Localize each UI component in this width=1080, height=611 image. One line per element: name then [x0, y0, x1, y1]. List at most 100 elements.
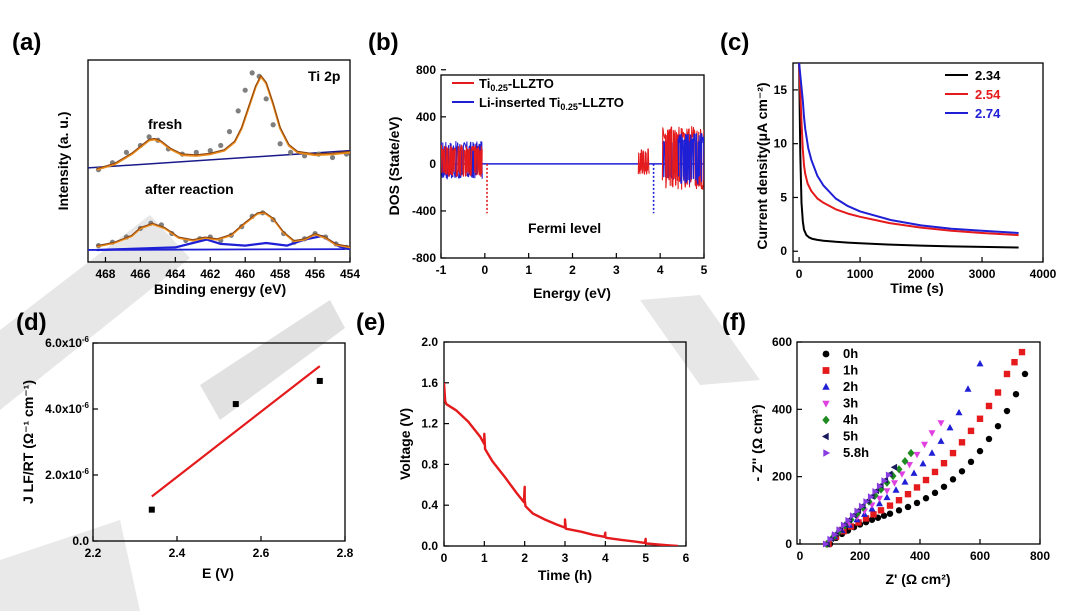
- x-tick-label: 2.8: [337, 546, 354, 560]
- panel-label: (a): [12, 29, 41, 56]
- x-axis-label: Binding energy (eV): [154, 281, 286, 297]
- plot-frame: [87, 59, 351, 263]
- data-point-1h: [1011, 359, 1018, 366]
- data-point-5.8h: [881, 477, 888, 485]
- data-point-0h: [931, 489, 939, 497]
- x-tick-label: 454: [340, 267, 360, 281]
- data-point-1h: [870, 511, 877, 518]
- x-tick-label: 456: [305, 267, 325, 281]
- y-axis-label: - Z'' (Ω cm²): [749, 405, 765, 482]
- watermark-shape: [640, 295, 760, 385]
- y-tick-label: 0.8: [421, 457, 438, 471]
- x-tick-label: 6: [683, 551, 690, 565]
- data-point-5.8h: [840, 521, 848, 529]
- y-tick-label: 0: [429, 157, 436, 171]
- data-point-0h: [880, 512, 888, 519]
- x-tick-label: 1: [525, 263, 532, 277]
- fresh-data-point: [329, 154, 336, 161]
- data-point-1h: [940, 460, 948, 467]
- x-tick-label: 400: [910, 549, 930, 563]
- panel-label: (b): [368, 29, 399, 56]
- data-point-1h: [967, 427, 975, 435]
- x-tick-label: 0: [481, 263, 488, 277]
- y-axis-label: DOS (State/eV): [386, 117, 402, 216]
- legend-marker: [822, 415, 830, 425]
- y-tick-label: 400: [416, 110, 436, 124]
- data-point-3h: [891, 480, 898, 487]
- legend-label-ti-llzto: Ti0.25-LLZTO: [479, 76, 554, 93]
- x-tick-label: 600: [970, 549, 990, 563]
- legend-marker: [822, 367, 830, 374]
- x-tick-label: 800: [1030, 549, 1050, 563]
- data-point-0h: [868, 516, 876, 523]
- data-point-0h: [886, 510, 894, 517]
- x-tick-label: 462: [200, 267, 220, 281]
- data-point-1h: [949, 449, 957, 457]
- data-point-3h: [921, 441, 928, 449]
- y-tick-label: 800: [416, 63, 436, 77]
- legend-label: 5h: [843, 429, 858, 444]
- data-point-3h: [906, 462, 913, 469]
- x-tick-label: 468: [95, 267, 115, 281]
- data-point-5.8h: [863, 498, 870, 506]
- plot-frame: [796, 341, 1041, 545]
- y-axis-label: J LF/RT (Ω⁻¹ cm⁻¹): [20, 380, 36, 504]
- data-point: [232, 401, 239, 408]
- y-tick-label: 0.0: [72, 534, 89, 548]
- data-point-3h: [913, 451, 921, 459]
- panel-b: (b) Fermi level DOS (State/eV) Energy (e…: [368, 29, 708, 301]
- data-point-1h: [877, 507, 885, 514]
- data-point-2h: [928, 449, 936, 456]
- data-point-2h: [937, 437, 945, 444]
- watermark-shape: [0, 520, 140, 611]
- data-point-2h: [876, 499, 883, 507]
- x-axis-label: Z' (Ω cm²): [885, 571, 950, 587]
- data-point-1h: [895, 497, 903, 504]
- data-point-5.8h: [836, 526, 843, 534]
- legend-label: 2.74: [975, 106, 1001, 121]
- plot-frame: [792, 62, 1044, 263]
- fresh-data-point: [263, 96, 269, 102]
- data-point-0h: [1021, 370, 1029, 378]
- y-tick-label: 2.0x10-6: [45, 467, 89, 482]
- data-point-2h: [946, 424, 954, 431]
- li-inserted-conduction-band-dos: [677, 133, 704, 185]
- y-tick-label: 1.2: [421, 417, 438, 431]
- data-point-5.8h: [822, 540, 830, 548]
- legend-label: 2.34: [975, 68, 1001, 83]
- watermark-shape: [200, 300, 345, 420]
- y-tick-label: 2.0: [421, 335, 438, 349]
- data-point-5.8h: [831, 531, 839, 539]
- fresh-data-point: [146, 134, 152, 140]
- discharge-voltage-line: [444, 382, 678, 546]
- after-reaction-orange-envelope: [96, 211, 350, 249]
- data-point-2h: [976, 360, 984, 367]
- data-point-5.8h: [854, 507, 861, 515]
- panel-a: (a) Ti 2p fresh after reaction Intensity…: [12, 29, 360, 297]
- data-point-1h: [904, 490, 912, 498]
- x-tick-label: 3: [562, 551, 569, 565]
- x-tick-label: 2000: [908, 267, 935, 281]
- panel-label: (f): [722, 309, 746, 336]
- plot-frame: [443, 341, 687, 547]
- x-tick-label: 0: [796, 267, 803, 281]
- x-tick-label: -1: [436, 263, 447, 277]
- fresh-data-point: [193, 149, 199, 155]
- legend-label: 5.8h: [843, 445, 869, 460]
- y-tick-label: 1.6: [421, 376, 438, 390]
- panel-d: (d) J LF/RT (Ω⁻¹ cm⁻¹) E (V) 2.2 2.4 2.6 2.…: [16, 309, 354, 581]
- legend-label: 2h: [843, 379, 858, 394]
- data-point-2h: [955, 408, 963, 416]
- y-tick-label: 200: [772, 470, 792, 484]
- x-tick-label: 2: [521, 551, 528, 565]
- fresh-data-point: [249, 70, 255, 76]
- series-line-2.74: [798, 63, 1019, 234]
- data-point-1h: [985, 402, 993, 410]
- data-point-1h: [994, 389, 1002, 396]
- x-tick-label: 200: [850, 549, 870, 563]
- x-tick-label: 460: [235, 267, 255, 281]
- data-point-0h: [1003, 407, 1011, 415]
- data-point-1h: [1003, 370, 1011, 378]
- data-point-0h: [958, 468, 966, 475]
